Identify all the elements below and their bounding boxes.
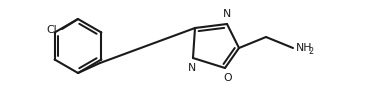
Text: Cl: Cl	[46, 25, 57, 35]
Text: NH: NH	[296, 43, 312, 53]
Text: N: N	[188, 63, 196, 73]
Text: 2: 2	[308, 46, 313, 56]
Text: N: N	[223, 9, 231, 19]
Text: O: O	[224, 73, 232, 83]
